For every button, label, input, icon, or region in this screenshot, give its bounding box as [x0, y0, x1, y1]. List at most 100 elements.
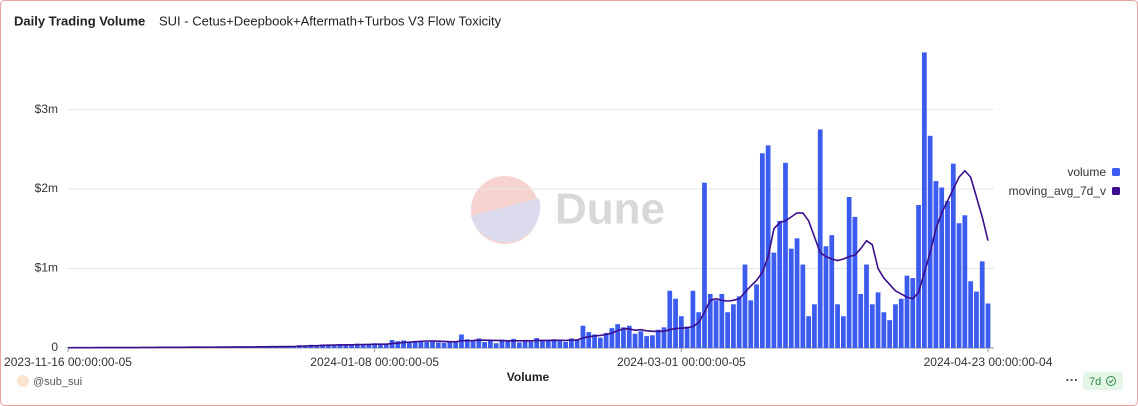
bar — [661, 327, 667, 348]
chart-title: Daily Trading Volume — [14, 13, 145, 28]
bar — [731, 304, 736, 348]
bar — [893, 304, 898, 348]
bar — [592, 334, 597, 348]
bar — [470, 340, 476, 348]
x-tick-label: 2024-04-23 00:00:00-04 — [924, 355, 1053, 369]
bar — [777, 220, 783, 348]
bar — [696, 312, 702, 348]
bar — [783, 162, 788, 348]
bar — [846, 197, 852, 348]
bar — [354, 343, 360, 348]
bar — [528, 341, 534, 348]
x-tick-label: 2024-03-01 00:00:00-05 — [617, 355, 746, 369]
bar — [343, 344, 349, 348]
bar — [939, 187, 945, 348]
bar — [840, 316, 846, 348]
bar — [626, 325, 632, 348]
bar — [702, 182, 707, 348]
bar — [945, 200, 950, 348]
bar — [482, 342, 487, 348]
y-tick-label: $1m — [35, 261, 58, 275]
watermark-text: Dune — [555, 185, 665, 234]
legend-label: volume — [1067, 165, 1106, 179]
bar — [956, 223, 962, 348]
bar — [395, 341, 401, 348]
bar — [412, 340, 418, 348]
x-tick-label: 2024-01-08 00:00:00-05 — [310, 355, 439, 369]
bar — [603, 332, 609, 348]
bar — [545, 341, 551, 348]
badge-icon — [1106, 376, 1116, 386]
bar — [707, 293, 713, 348]
bar — [655, 329, 661, 348]
bar — [522, 340, 528, 348]
bar — [887, 320, 893, 348]
bar — [933, 181, 939, 348]
bar — [742, 264, 748, 348]
bar — [817, 129, 823, 348]
refresh-badge[interactable]: 7d — [1083, 372, 1123, 390]
bar — [910, 278, 916, 348]
bar — [812, 304, 817, 348]
bar — [453, 342, 459, 348]
bar — [580, 325, 586, 348]
line — [68, 169, 989, 349]
bar — [690, 290, 696, 348]
bar — [979, 261, 985, 348]
bar — [650, 335, 655, 348]
bar — [464, 339, 470, 348]
bar — [418, 341, 424, 348]
bar — [331, 345, 337, 348]
bar — [927, 135, 933, 348]
chart-subtitle: SUI - Cetus+Deepbook+Aftermath+Turbos V3… — [159, 13, 502, 28]
bar — [569, 338, 574, 348]
bar — [586, 332, 592, 348]
bar — [875, 292, 881, 348]
more-menu[interactable]: ··· — [1066, 372, 1079, 387]
bar — [447, 341, 453, 348]
bar — [754, 284, 759, 348]
y-tick-label: 0 — [51, 340, 58, 354]
bar — [719, 293, 725, 348]
watermark: Dune — [471, 176, 665, 244]
bar — [360, 344, 366, 348]
author[interactable]: @sub_sui — [33, 376, 82, 388]
bar — [748, 300, 754, 348]
bar — [337, 344, 343, 348]
bar — [852, 216, 858, 348]
bar — [968, 281, 974, 348]
bar — [372, 343, 378, 348]
bar — [771, 252, 777, 348]
bar — [806, 316, 812, 348]
y-tick-label: $2m — [35, 181, 58, 195]
bar — [858, 293, 864, 348]
bar — [864, 264, 869, 348]
bar — [401, 340, 406, 348]
bar — [314, 345, 320, 348]
bar — [574, 340, 580, 348]
bar — [366, 344, 372, 348]
bar — [736, 296, 742, 348]
bar — [407, 341, 412, 348]
legend-swatch — [1112, 187, 1120, 195]
legend-swatch — [1112, 168, 1120, 176]
bar — [493, 343, 499, 348]
bar — [921, 52, 927, 348]
bar — [349, 345, 354, 348]
bar — [881, 312, 887, 348]
bar — [430, 340, 435, 348]
bar — [505, 341, 511, 348]
bar — [759, 153, 765, 348]
bar — [904, 275, 910, 348]
bar — [609, 328, 615, 348]
x-axis-label: Volume — [507, 370, 550, 384]
bar — [835, 304, 840, 348]
bar — [383, 344, 389, 348]
bar — [950, 163, 956, 348]
bar — [499, 339, 505, 348]
bar — [644, 336, 649, 348]
bar — [916, 204, 921, 348]
bar — [326, 344, 331, 348]
